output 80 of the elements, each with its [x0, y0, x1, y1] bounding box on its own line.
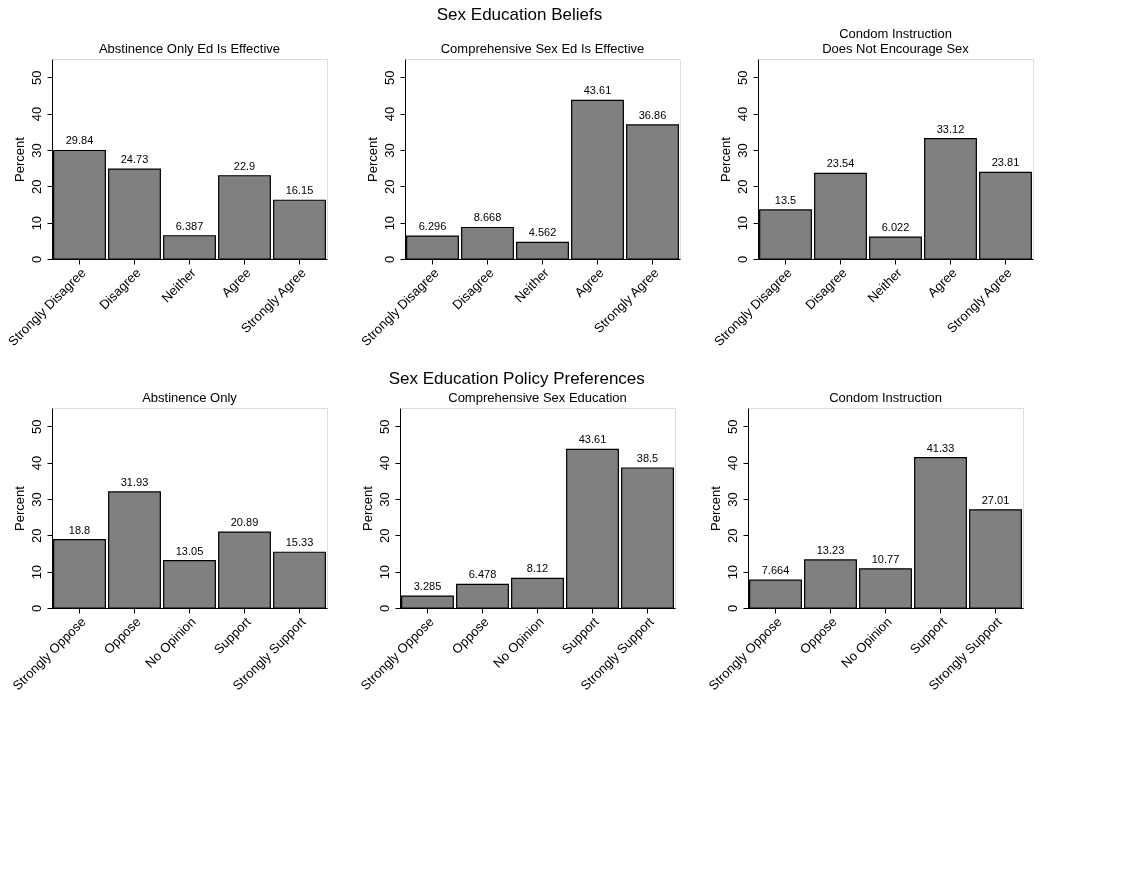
data-label: 38.5	[636, 452, 659, 464]
y-tick-label: 0	[724, 604, 740, 613]
data-label: 33.12	[936, 122, 965, 135]
data-label: 13.23	[816, 543, 845, 556]
y-tick-label: 20	[381, 179, 397, 195]
data-label: 6.387	[175, 219, 204, 232]
y-axis-title: Percent	[707, 485, 723, 531]
y-tick-label: 0	[28, 604, 44, 613]
y-tick-label: 20	[376, 528, 392, 544]
y-tick-label: 10	[376, 564, 392, 580]
y-axis-title: Percent	[717, 136, 733, 182]
y-tick-label: 50	[376, 419, 392, 434]
data-label: 7.664	[761, 564, 790, 577]
chart-title: Condom Instruction Does Not Encourage Sex	[822, 26, 970, 56]
y-tick-label: 40	[724, 455, 740, 471]
y-tick-label: 0	[28, 255, 44, 264]
data-label: 15.33	[285, 536, 314, 549]
chart-title: Abstinence Only	[142, 390, 238, 405]
y-axis-title: Percent	[364, 136, 380, 182]
y-tick-label: 10	[28, 564, 44, 580]
data-label: 8.668	[473, 211, 502, 224]
y-tick-label: 30	[28, 492, 44, 507]
y-tick-label: 40	[381, 106, 397, 122]
chart-title: Condom Instruction	[829, 390, 942, 405]
y-tick-label: 50	[734, 70, 750, 85]
data-label: 6.022	[881, 221, 910, 234]
y-tick-label: 40	[28, 455, 44, 471]
y-tick-label: 50	[381, 70, 397, 85]
text: Sex Education Policy Preferences	[388, 368, 645, 388]
y-tick-label: 30	[724, 492, 740, 507]
data-label: 43.61	[583, 84, 612, 97]
y-tick-label: 50	[28, 70, 44, 85]
data-label: 13.5	[774, 193, 797, 206]
data-label: 8.12	[526, 562, 549, 575]
data-label: 4.562	[528, 226, 557, 239]
y-axis-title: Percent	[359, 485, 375, 531]
y-tick-label: 0	[381, 255, 397, 264]
data-label: 43.61	[578, 433, 607, 446]
data-label: 13.05	[175, 544, 204, 557]
y-tick-label: 0	[734, 255, 750, 264]
y-tick-label: 50	[28, 419, 44, 434]
y-tick-label: 10	[724, 564, 740, 580]
data-label: 27.01	[981, 493, 1010, 506]
data-label: 41.33	[926, 441, 955, 454]
data-label: 20.89	[230, 516, 259, 529]
y-tick-label: 30	[376, 492, 392, 507]
y-tick-label: 20	[28, 179, 44, 195]
data-label: 24.73	[120, 153, 149, 166]
y-tick-label: 10	[734, 215, 750, 231]
data-label: 31.93	[120, 475, 149, 488]
y-tick-label: 20	[28, 528, 44, 544]
data-label: 6.296	[418, 220, 447, 233]
y-tick-label: 30	[381, 143, 397, 158]
y-tick-label: 20	[724, 528, 740, 544]
chart-title: Comprehensive Sex Ed Is Effective	[440, 41, 645, 56]
data-label: 29.84	[65, 134, 94, 147]
text: Sex Education Beliefs	[436, 4, 603, 24]
y-tick-label: 10	[381, 215, 397, 231]
y-tick-label: 0	[376, 604, 392, 613]
y-tick-label: 20	[734, 179, 750, 195]
data-label: 23.54	[826, 157, 855, 170]
chart-title: Abstinence Only Ed Is Effective	[98, 41, 281, 56]
y-tick-label: 40	[376, 455, 392, 471]
data-label: 6.478	[468, 568, 497, 581]
chart-title: Comprehensive Sex Education	[448, 390, 627, 405]
data-label: 18.8	[68, 523, 91, 536]
y-tick-label: 30	[28, 143, 44, 158]
y-axis-title: Percent	[11, 136, 27, 182]
y-tick-label: 10	[28, 215, 44, 231]
y-tick-label: 40	[734, 106, 750, 122]
data-label: 10.77	[871, 552, 900, 565]
y-tick-label: 30	[734, 143, 750, 158]
y-tick-label: 50	[724, 419, 740, 434]
data-label: 22.9	[233, 159, 256, 172]
data-label: 16.15	[285, 184, 314, 197]
y-tick-label: 40	[28, 106, 44, 122]
data-label: 36.86	[638, 108, 667, 121]
y-axis-title: Percent	[11, 485, 27, 531]
data-label: 23.81	[991, 156, 1020, 169]
data-label: 3.285	[413, 580, 442, 593]
